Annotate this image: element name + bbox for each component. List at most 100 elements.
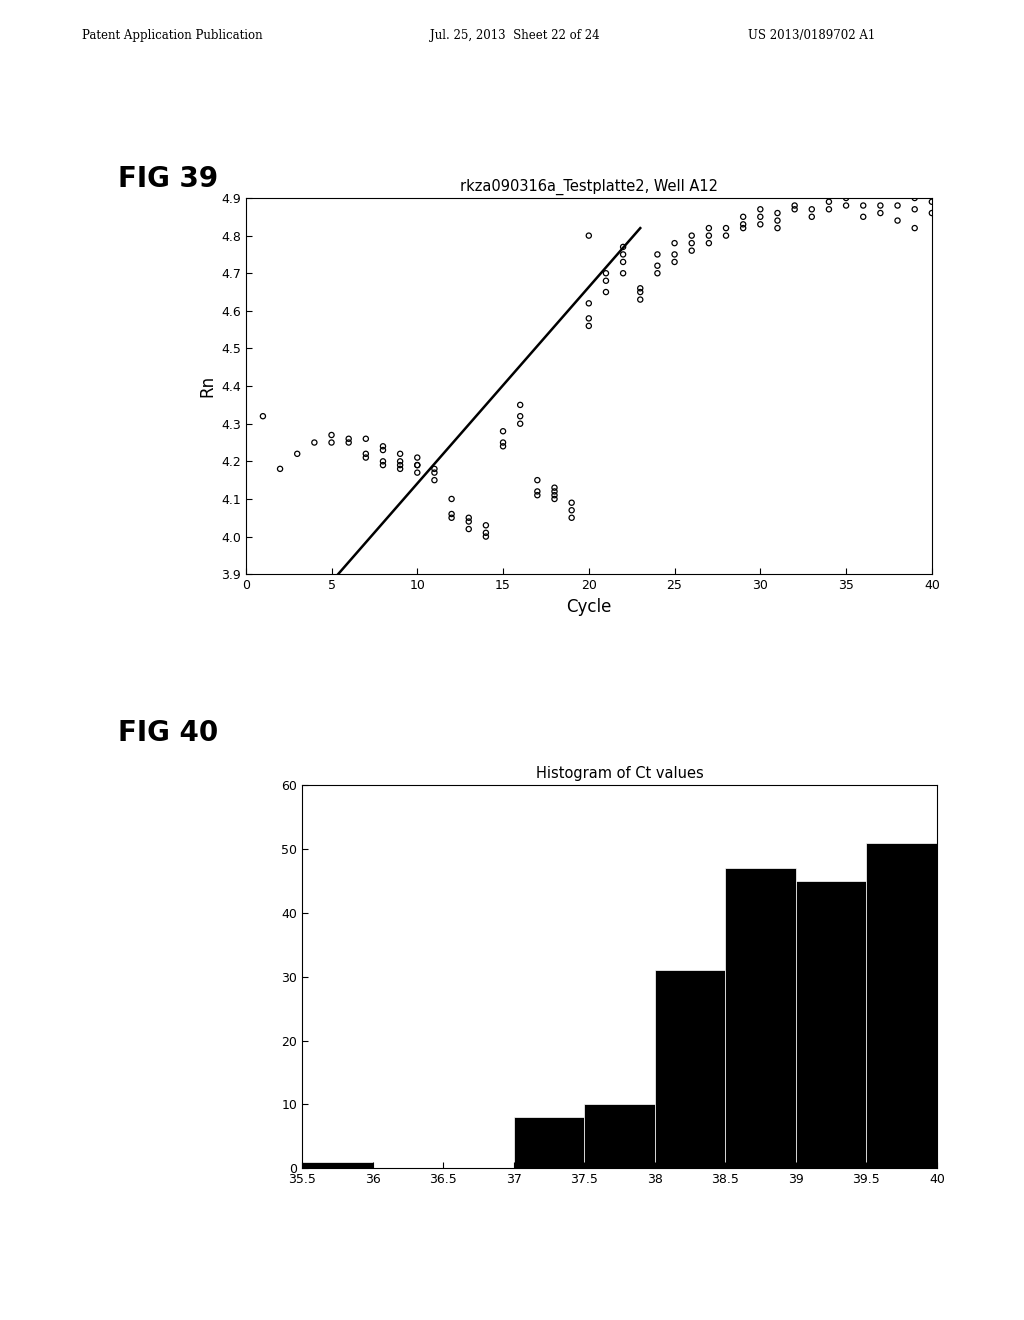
Point bbox=[752, 214, 768, 235]
Point bbox=[375, 436, 391, 457]
Point bbox=[581, 315, 597, 337]
Point bbox=[340, 432, 357, 453]
Point bbox=[632, 289, 648, 310]
Point bbox=[392, 451, 409, 473]
Point bbox=[426, 458, 442, 479]
Point bbox=[632, 277, 648, 298]
Point bbox=[718, 218, 734, 239]
Point bbox=[906, 187, 923, 209]
Point bbox=[649, 263, 666, 284]
Text: US 2013/0189702 A1: US 2013/0189702 A1 bbox=[748, 29, 874, 42]
Point bbox=[461, 507, 477, 528]
Bar bbox=[585, 1105, 654, 1168]
Text: FIG 40: FIG 40 bbox=[118, 719, 218, 747]
Point bbox=[855, 206, 871, 227]
Point bbox=[409, 454, 426, 475]
Point bbox=[461, 511, 477, 532]
Point bbox=[529, 470, 546, 491]
Point bbox=[735, 218, 752, 239]
Point bbox=[409, 447, 426, 469]
Point bbox=[872, 202, 889, 223]
Point bbox=[324, 425, 340, 446]
Point bbox=[614, 251, 631, 272]
Point bbox=[598, 281, 614, 302]
Point bbox=[752, 199, 768, 220]
Bar bbox=[796, 882, 866, 1168]
Point bbox=[769, 210, 785, 231]
Point bbox=[718, 226, 734, 247]
Point bbox=[906, 218, 923, 239]
Point bbox=[614, 244, 631, 265]
Point bbox=[512, 405, 528, 426]
Point bbox=[581, 308, 597, 329]
Point bbox=[649, 255, 666, 276]
Title: Histogram of Ct values: Histogram of Ct values bbox=[536, 767, 703, 781]
Point bbox=[563, 500, 580, 521]
Point bbox=[563, 492, 580, 513]
Point bbox=[804, 199, 820, 220]
Point bbox=[700, 226, 717, 247]
Bar bbox=[654, 970, 725, 1168]
Point bbox=[752, 206, 768, 227]
Point bbox=[598, 271, 614, 292]
Point bbox=[324, 432, 340, 453]
Point bbox=[667, 244, 683, 265]
Point bbox=[512, 395, 528, 416]
Point bbox=[786, 199, 803, 220]
Point bbox=[271, 458, 289, 479]
Point bbox=[735, 206, 752, 227]
Point bbox=[547, 484, 563, 506]
Point bbox=[443, 503, 460, 524]
Point bbox=[409, 454, 426, 475]
Point bbox=[477, 523, 495, 544]
Text: Patent Application Publication: Patent Application Publication bbox=[82, 29, 262, 42]
Point bbox=[855, 195, 871, 216]
Point bbox=[357, 428, 374, 449]
Point bbox=[392, 444, 409, 465]
Point bbox=[735, 214, 752, 235]
Y-axis label: Rn: Rn bbox=[199, 375, 217, 397]
Point bbox=[512, 413, 528, 434]
Point bbox=[667, 251, 683, 272]
Point bbox=[872, 195, 889, 216]
Bar bbox=[302, 1162, 373, 1168]
Point bbox=[632, 281, 648, 302]
Point bbox=[495, 432, 511, 453]
Point bbox=[392, 454, 409, 475]
Point bbox=[804, 206, 820, 227]
Point bbox=[924, 191, 940, 213]
Point bbox=[529, 480, 546, 502]
Point bbox=[529, 484, 546, 506]
Bar bbox=[725, 869, 796, 1168]
Title: rkza090316a_Testplatte2, Well A12: rkza090316a_Testplatte2, Well A12 bbox=[460, 180, 718, 195]
Point bbox=[409, 462, 426, 483]
Point bbox=[477, 515, 495, 536]
Text: Jul. 25, 2013  Sheet 22 of 24: Jul. 25, 2013 Sheet 22 of 24 bbox=[430, 29, 600, 42]
Point bbox=[906, 199, 923, 220]
Point bbox=[461, 519, 477, 540]
Point bbox=[684, 226, 700, 247]
Point bbox=[786, 195, 803, 216]
Point bbox=[684, 240, 700, 261]
Point bbox=[547, 488, 563, 510]
Point bbox=[821, 191, 838, 213]
Point bbox=[769, 202, 785, 223]
Point bbox=[426, 462, 442, 483]
Point bbox=[581, 293, 597, 314]
Point bbox=[614, 263, 631, 284]
Point bbox=[426, 470, 442, 491]
Point bbox=[598, 263, 614, 284]
Point bbox=[889, 195, 906, 216]
Point bbox=[684, 232, 700, 253]
Point bbox=[375, 451, 391, 473]
Bar bbox=[514, 1117, 585, 1168]
Point bbox=[547, 477, 563, 498]
Point bbox=[375, 440, 391, 461]
Point bbox=[821, 199, 838, 220]
Point bbox=[443, 507, 460, 528]
Point bbox=[614, 236, 631, 257]
Bar bbox=[937, 900, 1008, 1168]
Point bbox=[889, 210, 906, 231]
Text: FIG 39: FIG 39 bbox=[118, 165, 218, 193]
Point bbox=[392, 458, 409, 479]
